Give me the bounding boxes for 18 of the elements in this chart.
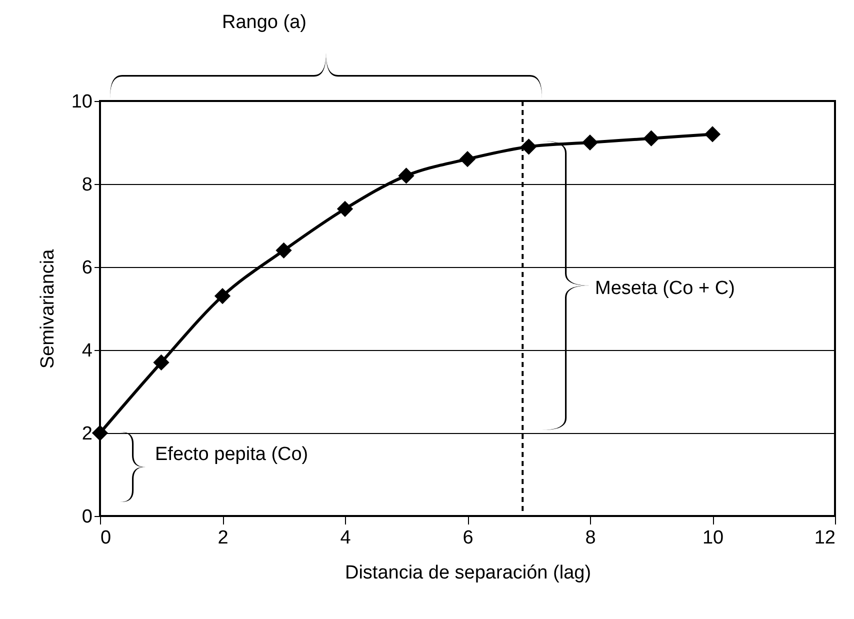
y-tick-label: 10 (71, 92, 92, 112)
x-tick-label: 8 (585, 528, 596, 548)
y-tick-label: 8 (82, 174, 92, 196)
x-tick-label: 2 (218, 528, 228, 548)
text: Rango (a) (222, 12, 306, 34)
annotation: Meseta (Co + C) (595, 278, 735, 300)
y-tick-label: 4 (82, 340, 93, 362)
annotation: Efecto pepita (Co) (155, 444, 308, 466)
y-tick-label: 0 (82, 506, 92, 528)
y-tick-label: 6 (82, 258, 92, 278)
x-tick-label: 6 (462, 528, 474, 548)
x-tick-label: 0 (100, 528, 112, 548)
x-tick-label: 10 (702, 528, 724, 548)
y-tick-label: 2 (82, 424, 92, 444)
y-axis-title: Semivariancia (37, 248, 58, 369)
x-tick-label: 12 (814, 528, 836, 548)
x-axis-title: Distancia de separación (lag) (344, 562, 592, 584)
x-tick-label: 4 (340, 528, 352, 548)
